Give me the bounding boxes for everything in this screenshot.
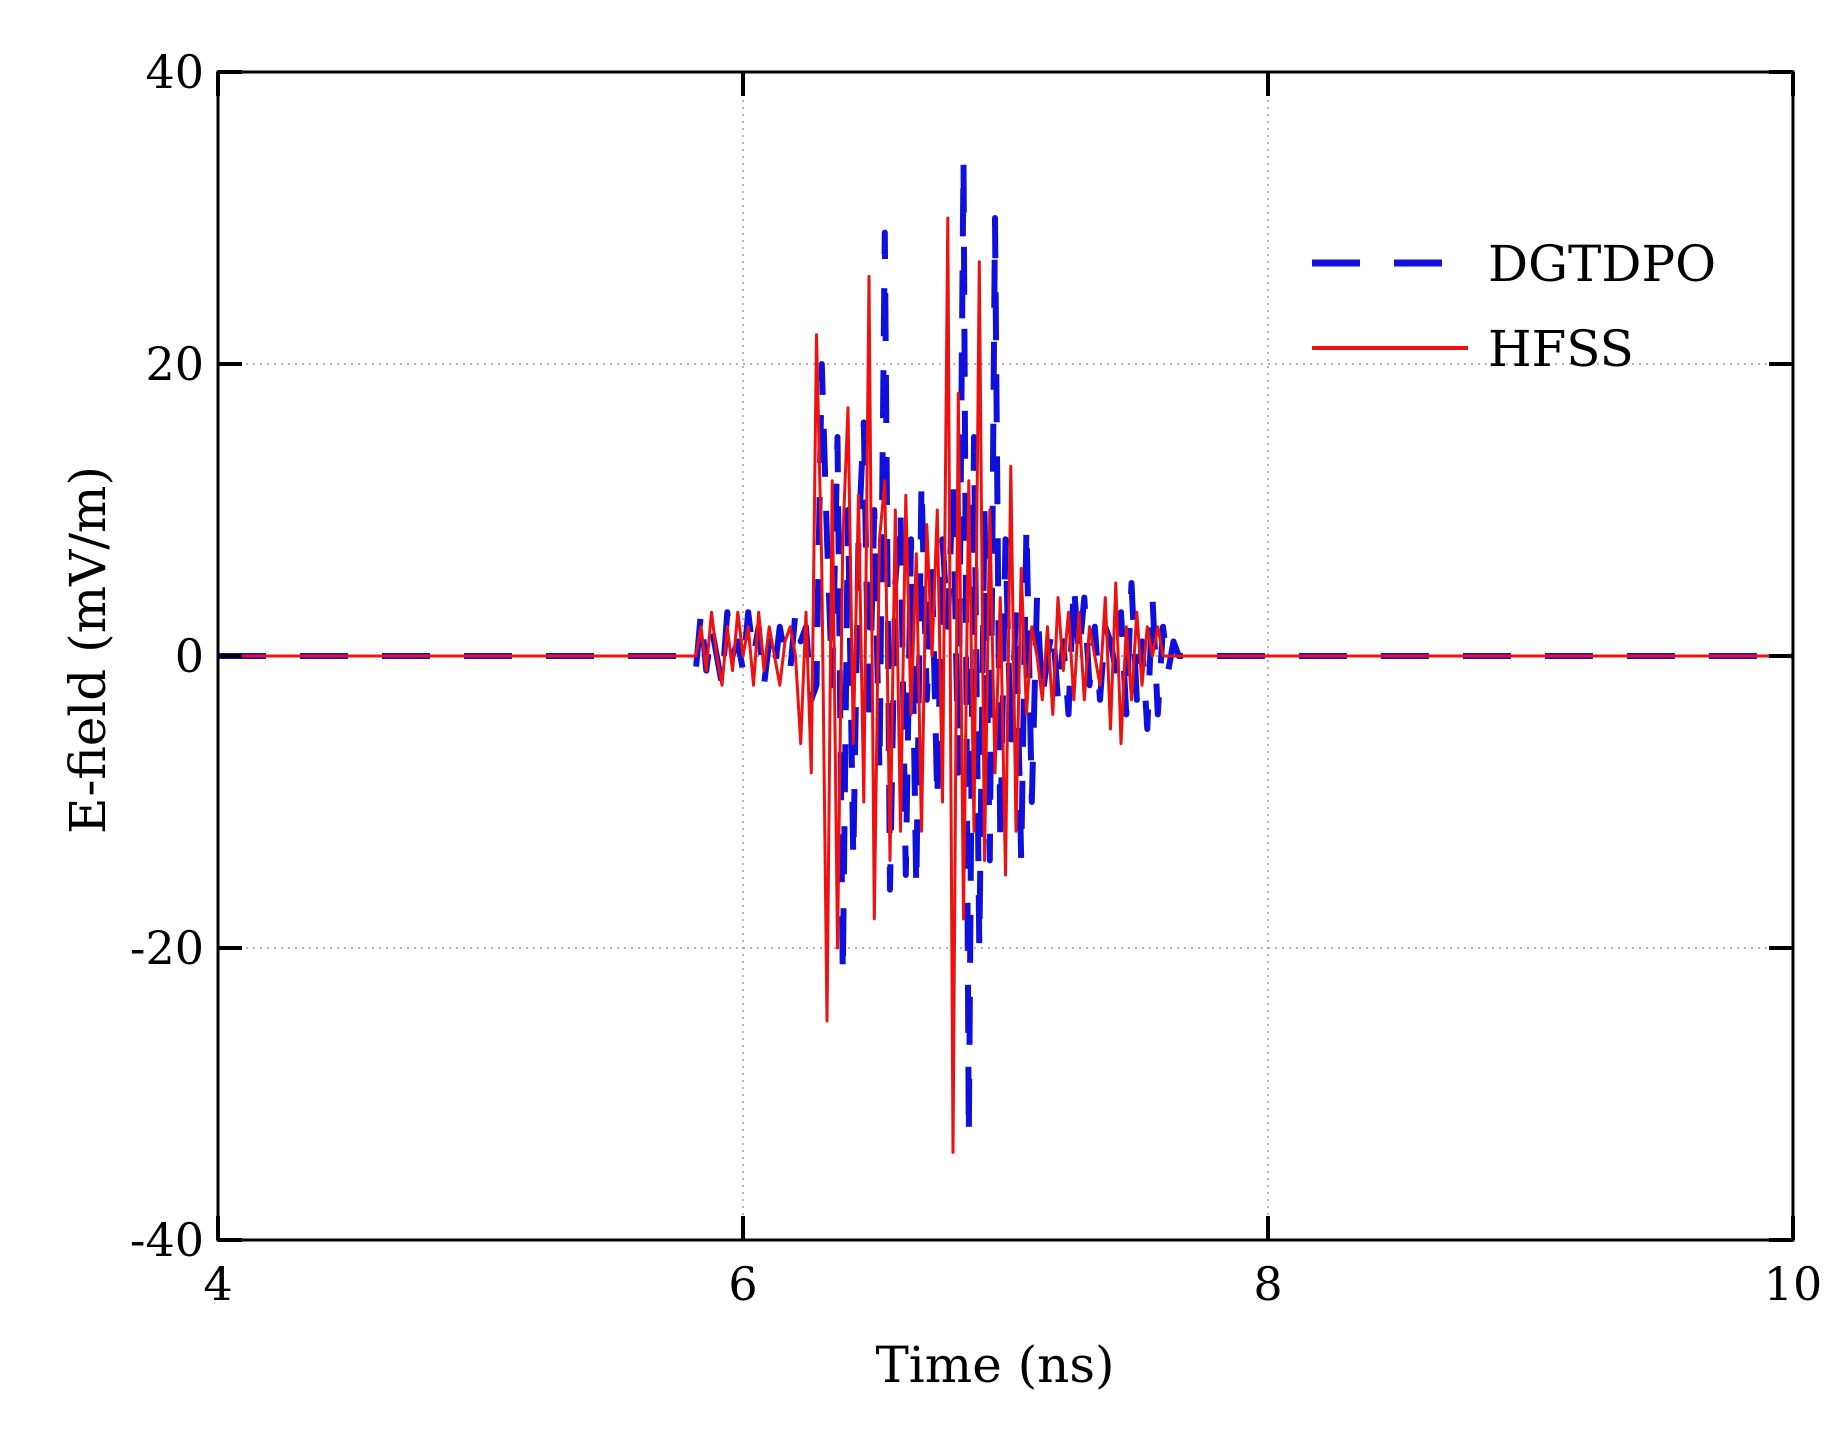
x-axis-title: Time (ns)	[875, 1336, 1114, 1394]
y-axis-title: E-field (mV/m)	[59, 466, 117, 834]
tick-labels: 4 6 8 10 -40 -20 0 20 40	[130, 45, 1822, 1311]
tick-marks	[216, 70, 1795, 1242]
series-line-hfss	[218, 216, 1793, 1154]
x-tick-label: 6	[728, 1257, 757, 1311]
x-tick-label: 10	[1764, 1257, 1823, 1311]
x-tick-label: 8	[1253, 1257, 1282, 1311]
legend-label-hfss: HFSS	[1488, 320, 1634, 378]
plot-series	[218, 156, 1793, 1154]
x-tick-label: 4	[203, 1257, 232, 1311]
y-tick-label: 40	[145, 45, 204, 99]
y-tick-label: -40	[130, 1213, 204, 1267]
series-line-dgtdpo	[218, 156, 1793, 1141]
grid	[218, 72, 1793, 1240]
y-tick-label: -20	[130, 921, 204, 975]
y-tick-label: 20	[145, 337, 204, 391]
legend-label-dgtdpo: DGTDPO	[1488, 235, 1716, 293]
legend: DGTDPO HFSS	[1312, 235, 1716, 378]
y-tick-label: 0	[175, 629, 204, 683]
